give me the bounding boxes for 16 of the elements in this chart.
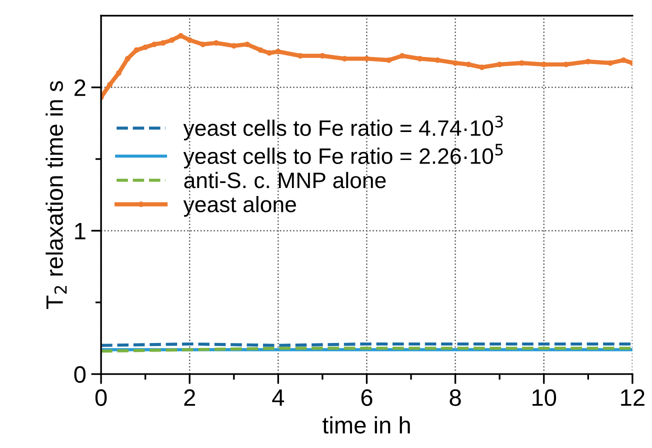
y-tick-label: 1 xyxy=(75,223,86,240)
x-axis-title: time in h xyxy=(322,416,410,434)
y-tick-label: 2 xyxy=(74,79,86,96)
x-tick-label: 8 xyxy=(450,389,461,406)
y-tick-label: 0 xyxy=(74,366,86,383)
legend-label: yeast cells to Fe ratio = 2.26·10$^{5}$ xyxy=(183,144,503,168)
x-tick-label: 12 xyxy=(621,389,644,406)
x-tick-label: 0 xyxy=(95,389,107,406)
x-tick-label: 4 xyxy=(272,390,284,406)
legend-label: yeast alone xyxy=(183,196,296,217)
legend-label: anti-S. c. MNP alone xyxy=(184,172,386,188)
y-axis-title: T$_{2}$ relaxation time in s xyxy=(46,81,67,309)
x-tick-label: 10 xyxy=(532,389,556,406)
x-tick-label: 2 xyxy=(184,389,196,406)
legend-label: yeast cells to Fe ratio = 4.74·10$^{3}$ xyxy=(183,116,503,140)
x-tick-label: 6 xyxy=(361,389,372,406)
